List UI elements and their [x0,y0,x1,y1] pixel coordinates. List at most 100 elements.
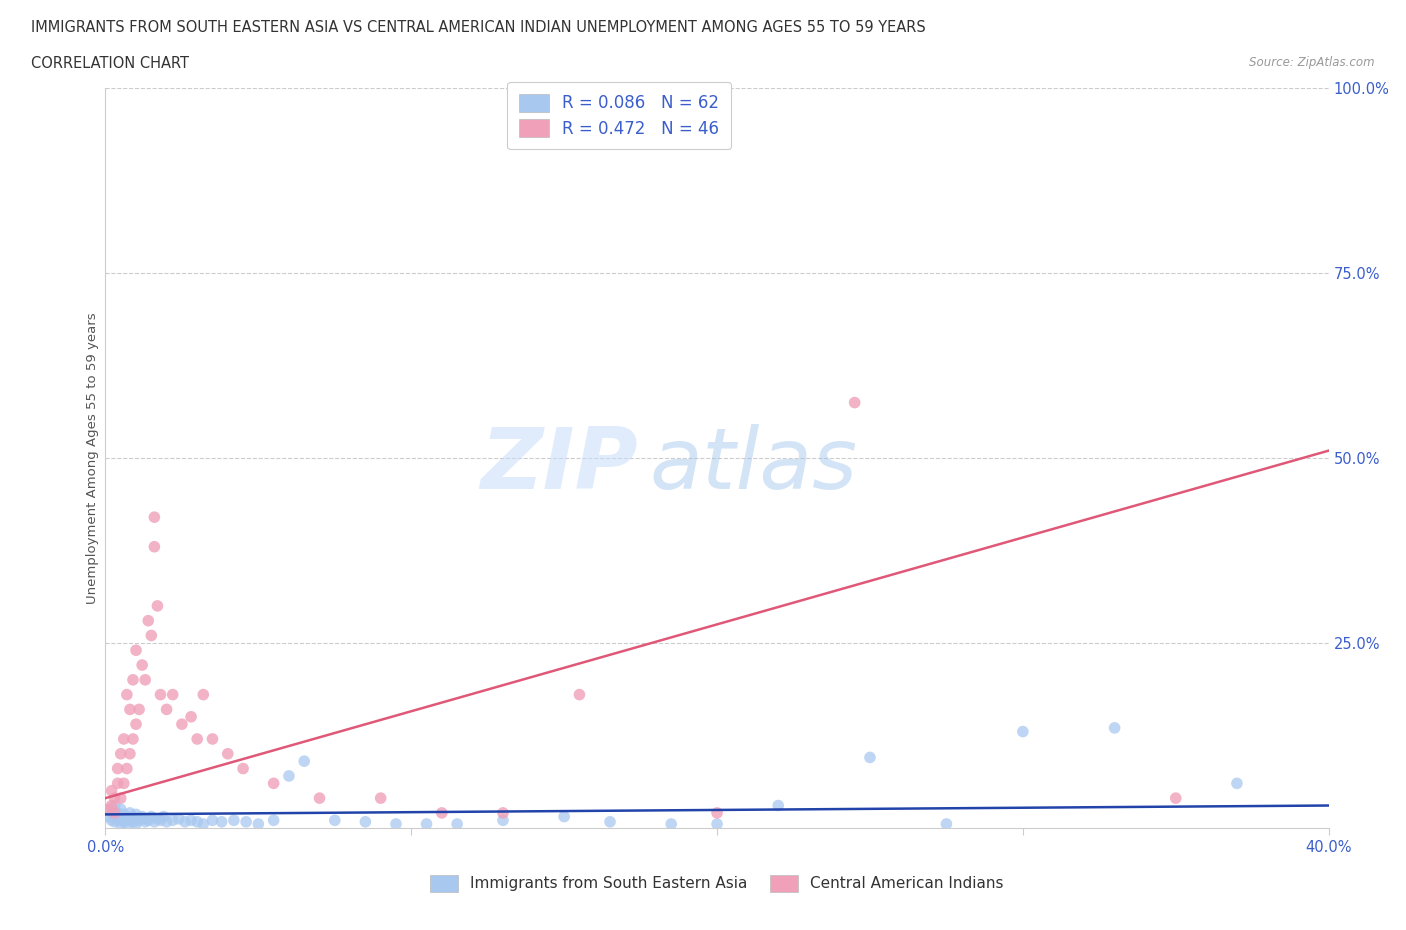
Point [118,702,141,717]
Point [107,776,129,790]
Point [131,809,153,824]
Point [107,813,129,828]
Y-axis label: Unemployment Among Ages 55 to 59 years: Unemployment Among Ages 55 to 59 years [86,312,98,604]
Point [143,815,166,830]
Point [107,805,129,820]
Text: IMMIGRANTS FROM SOUTH EASTERN ASIA VS CENTRAL AMERICAN INDIAN UNEMPLOYMENT AMONG: IMMIGRANTS FROM SOUTH EASTERN ASIA VS CE… [31,20,925,35]
Point [125,817,148,831]
Point [107,761,129,776]
Point [553,809,575,824]
Text: ZIP: ZIP [479,424,637,507]
Point [110,746,132,761]
Point [186,815,208,830]
Point [162,687,184,702]
Point [104,809,127,824]
Point [104,790,127,805]
Point [247,817,270,831]
Point [263,813,285,828]
Point [136,613,159,628]
Point [110,817,132,831]
Point [844,395,866,410]
Point [211,815,233,830]
Point [278,768,301,783]
Point [122,672,145,687]
Point [149,813,172,828]
Point [174,815,197,830]
Point [110,811,132,826]
Point [186,732,208,747]
Point [599,815,621,830]
Point [180,813,202,828]
Point [112,807,135,822]
Point [97,802,120,817]
Point [146,599,169,614]
Point [118,813,141,828]
Point [1226,776,1249,790]
Point [118,746,141,761]
Point [134,811,156,826]
Point [125,717,148,732]
Point [568,687,591,702]
Point [235,815,257,830]
Point [430,805,453,820]
Point [128,813,150,828]
Point [115,809,138,824]
Point [100,813,122,828]
Point [100,798,122,813]
Point [115,817,138,831]
Point [170,717,193,732]
Point [104,815,127,830]
Point [292,753,315,768]
Point [263,776,285,790]
Point [136,813,159,828]
Point [222,813,245,828]
Point [308,790,330,805]
Point [162,813,184,828]
Point [492,813,515,828]
Point [152,809,174,824]
Point [115,687,138,702]
Point [122,815,145,830]
Point [446,817,468,831]
Point [706,817,728,831]
Point [1164,790,1187,805]
Point [100,802,122,817]
Point [125,807,148,822]
Point [104,805,127,820]
Point [180,710,202,724]
Point [354,815,377,830]
Point [659,817,682,831]
Point [232,761,254,776]
Point [323,813,346,828]
Point [149,687,172,702]
Point [125,643,148,658]
Point [128,702,150,717]
Point [201,732,224,747]
Point [935,817,957,831]
Point [193,687,215,702]
Point [118,805,141,820]
Point [110,790,132,805]
Point [122,732,145,747]
Point [492,805,515,820]
Point [112,776,135,790]
Point [415,817,437,831]
Text: CORRELATION CHART: CORRELATION CHART [31,56,188,71]
Point [143,510,166,525]
Point [370,790,392,805]
Legend: Immigrants from South Eastern Asia, Central American Indians: Immigrants from South Eastern Asia, Cent… [425,869,1010,897]
Text: Source: ZipAtlas.com: Source: ZipAtlas.com [1250,56,1375,69]
Point [146,811,169,826]
Point [385,817,408,831]
Point [104,798,127,813]
Point [115,761,138,776]
Point [131,658,153,672]
Point [100,783,122,798]
Point [706,805,728,820]
Point [141,628,163,643]
Point [141,809,163,824]
Point [97,809,120,824]
Point [1011,724,1033,739]
Point [112,815,135,830]
Point [122,809,145,824]
